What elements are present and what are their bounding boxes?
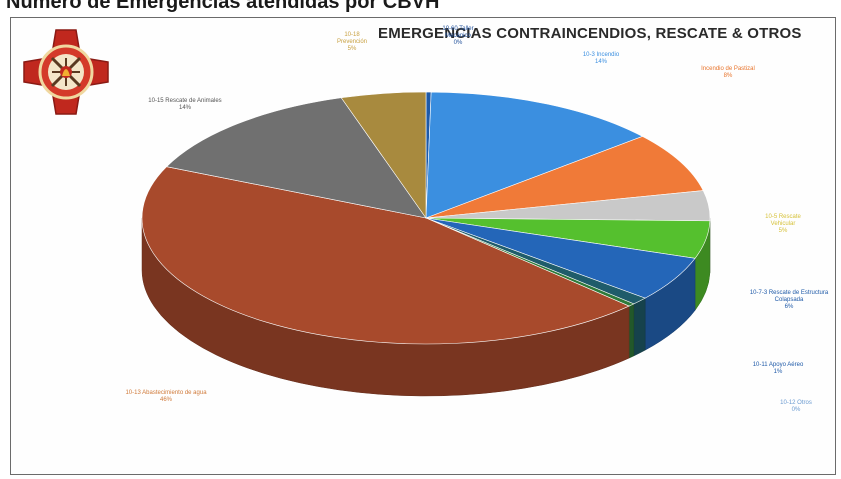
- label-estructura: 10-7-3 Rescate de Estructura Colapsada 6%: [744, 290, 834, 311]
- label-estructura-percent: 6%: [784, 304, 794, 310]
- pie-sides: [141, 217, 711, 397]
- pie-side-7: [628, 303, 635, 359]
- label-animales-text: 10-15 Rescate de Animales: [148, 98, 222, 104]
- label-taller-mecanico-text: 10-60 Taller Mecánico: [442, 26, 474, 39]
- label-abastecimiento: 10-13 Abastecimiento de agua 46%: [102, 390, 230, 404]
- label-abastecimiento-text: 10-13 Abastecimiento de agua: [125, 390, 207, 396]
- label-prevencion-percent: 5%: [347, 46, 357, 52]
- label-taller-mecanico-percent: 0%: [453, 40, 463, 46]
- label-estructura-text: 10-7-3 Rescate de Estructura Colapsada: [749, 290, 829, 303]
- fire-department-logo-icon: [23, 29, 109, 115]
- label-animales-percent: 14%: [178, 105, 191, 111]
- label-animales: 10-15 Rescate de Animales 14%: [142, 98, 228, 112]
- label-rescate-vehicular-text: 10-5 Rescate Vehicular: [765, 214, 801, 227]
- label-incendio: 10-3 Incendio 14%: [578, 52, 624, 66]
- label-taller-mecanico: 10-60 Taller Mecánico 0%: [436, 26, 480, 47]
- label-pastizal: Incendio de Pastizal 8%: [700, 66, 756, 80]
- label-apoyo: 10-11 Apoyo Aéreo 1%: [748, 362, 808, 376]
- page-heading: Numero de Emergencias atendidas por CBVH: [0, 0, 841, 16]
- label-rescate-vehicular-percent: 5%: [778, 228, 788, 234]
- label-incendio-percent: 14%: [594, 59, 607, 65]
- label-rescate-vehicular: 10-5 Rescate Vehicular 5%: [752, 214, 814, 235]
- pie-slice-1: [425, 91, 644, 219]
- label-otros-text: 10-12 Otros: [780, 400, 812, 406]
- pie-slice-8: [141, 166, 630, 345]
- pie-group: [141, 91, 711, 397]
- label-pastizal-percent: 8%: [723, 73, 733, 79]
- label-pastizal-text: Incendio de Pastizal: [701, 66, 755, 72]
- label-otros: 10-12 Otros 0%: [770, 400, 822, 414]
- pie-slice-2: [425, 136, 704, 219]
- label-prevencion-text: 10-18 Prevención: [336, 32, 368, 45]
- pie-slice-10: [340, 91, 427, 219]
- label-abastecimiento-percent: 46%: [159, 397, 172, 403]
- page-heading-text: Numero de Emergencias atendidas por CBVH: [6, 0, 440, 13]
- label-incendio-text: 10-3 Incendio: [582, 52, 620, 58]
- label-apoyo-text: 10-11 Apoyo Aéreo: [752, 362, 804, 368]
- label-prevencion: 10-18 Prevención 5%: [330, 32, 374, 53]
- pie-tops: [141, 91, 711, 345]
- pie-slice-9: [166, 97, 427, 219]
- chart-title: EMERGENCIAS CONTRAINCENDIOS, RESCATE & O…: [378, 25, 802, 42]
- pie-side-6: [633, 297, 646, 357]
- label-otros-percent: 0%: [791, 407, 801, 413]
- label-apoyo-percent: 1%: [773, 369, 783, 375]
